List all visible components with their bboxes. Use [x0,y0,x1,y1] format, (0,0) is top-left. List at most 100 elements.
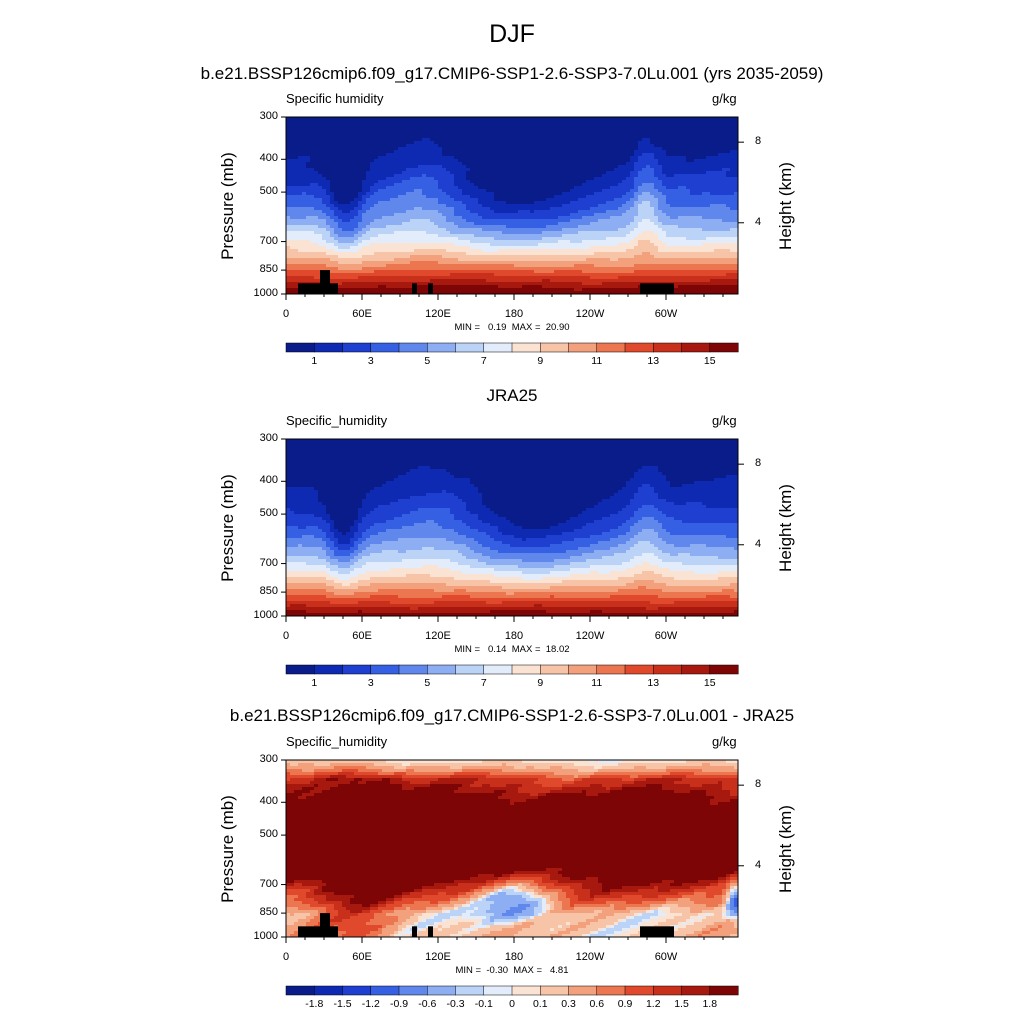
contour-cell [526,234,531,238]
contour-cell [286,129,291,133]
contour-cell [430,138,435,142]
contour-cell [550,120,555,124]
contour-cell [498,189,503,193]
contour-cell [422,228,427,232]
contour-cell [486,126,491,130]
contour-cell [642,222,647,226]
contour-cell [390,207,395,211]
contour-cell [422,123,427,127]
contour-cell [314,246,319,250]
contour-cell [442,138,447,142]
contour-cell [430,147,435,151]
contour-cell [710,165,715,169]
contour-cell [566,162,571,166]
contour-cell [518,117,523,121]
contour-cell [390,129,395,133]
contour-cell [730,183,735,187]
contour-cell [386,156,391,160]
contour-cell [334,162,339,166]
contour-cell [502,237,507,241]
contour-cell [646,195,651,199]
contour-cell [402,186,407,190]
contour-cell [318,192,323,196]
contour-cell [626,168,631,172]
contour-cell [422,138,427,142]
contour-cell [630,234,635,238]
contour-cell [358,198,363,202]
contour-cell [402,117,407,121]
contour-cell [386,150,391,154]
contour-cell [726,216,731,220]
contour-cell [714,210,719,214]
contour-cell [478,240,483,244]
contour-cell [670,183,675,187]
contour-cell [314,210,319,214]
contour-cell [498,225,503,229]
contour-cell [454,177,459,181]
contour-cell [622,234,627,238]
contour-cell [298,156,303,160]
contour-cell [630,117,635,121]
contour-cell [690,207,695,211]
contour-cell [322,243,327,247]
contour-cell [302,147,307,151]
contour-cell [718,120,723,124]
contour-cell [478,189,483,193]
contour-cell [518,150,523,154]
contour-cell [698,138,703,142]
contour-cell [526,210,531,214]
contour-cell [698,192,703,196]
contour-cell [674,150,679,154]
contour-cell [370,132,375,136]
contour-cell [618,150,623,154]
contour-cell [526,225,531,229]
contour-cell [730,225,735,229]
contour-cell [498,219,503,223]
contour-cell [658,126,663,130]
contour-cell [442,177,447,181]
contour-cell [538,228,543,232]
contour-cell [358,240,363,244]
contour-cell [610,135,615,139]
contour-cell [554,168,559,172]
contour-cell [354,240,359,244]
contour-cell [734,171,739,175]
contour-cell [678,123,683,127]
contour-cell [370,120,375,124]
contour-cell [718,180,723,184]
contour-cell [690,162,695,166]
contour-cell [530,150,535,154]
contour-cell [450,186,455,190]
contour-cell [482,237,487,241]
contour-cell [654,168,659,172]
contour-cell [506,150,511,154]
contour-cell [394,159,399,163]
contour-cell [470,147,475,151]
contour-cell [546,117,551,121]
contour-cell [518,186,523,190]
contour-cell [430,210,435,214]
contour-cell [658,243,663,247]
contour-cell [718,192,723,196]
contour-cell [414,201,419,205]
contour-cell [422,195,427,199]
contour-cell [662,234,667,238]
contour-cell [662,174,667,178]
contour-cell [550,207,555,211]
contour-cell [286,231,291,235]
contour-cell [486,228,491,232]
contour-cell [614,144,619,148]
contour-cell [366,132,371,136]
contour-cell [434,183,439,187]
contour-cell [342,198,347,202]
contour-cell [494,171,499,175]
contour-cell [410,132,415,136]
contour-cell [350,180,355,184]
contour-cell [730,210,735,214]
contour-cell [590,222,595,226]
contour-cell [454,126,459,130]
contour-cell [646,138,651,142]
contour-cell [622,144,627,148]
contour-cell [330,216,335,220]
contour-cell [510,246,515,250]
